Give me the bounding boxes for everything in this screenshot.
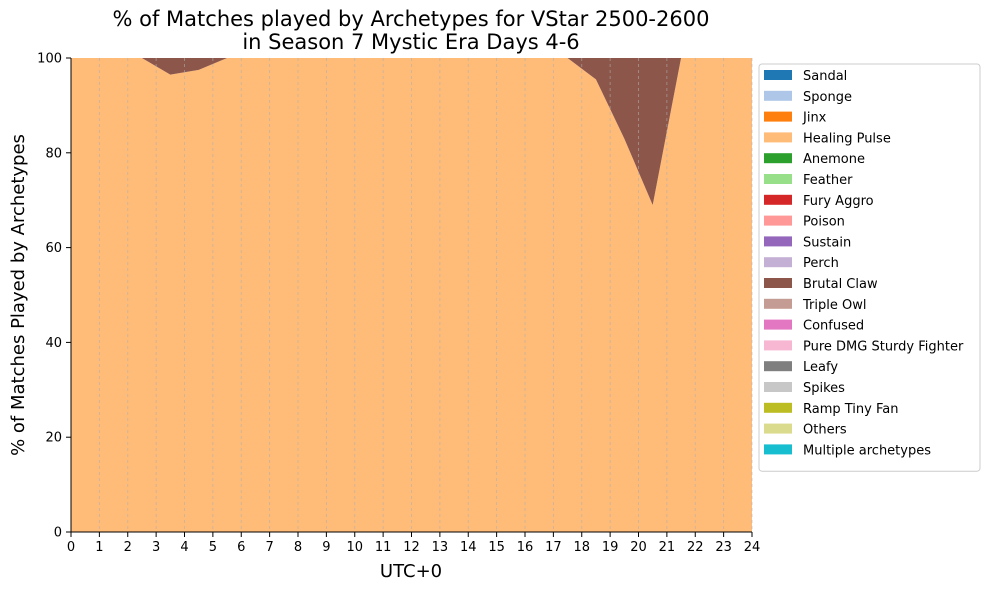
x-tick-label: 9 [322, 540, 330, 555]
legend-swatch-sustain [764, 236, 792, 247]
legend-label-leafy: Leafy [803, 360, 838, 375]
legend-label-sandal: Sandal [803, 69, 847, 84]
legend-swatch-ramp-tiny-fan [764, 402, 792, 413]
legend-label-ramp-tiny-fan: Ramp Tiny Fan [803, 402, 898, 417]
x-tick-label: 2 [124, 540, 132, 555]
legend-label-perch: Perch [803, 256, 839, 271]
legend-label-anemone: Anemone [803, 152, 865, 167]
legend-label-brutal-claw: Brutal Claw [803, 277, 878, 292]
x-tick-label: 23 [715, 540, 732, 555]
legend-swatch-brutal-claw [764, 278, 792, 288]
x-axis-title: UTC+0 [380, 561, 442, 582]
y-axis-title: % of Matches Played by Archetypes [8, 134, 29, 456]
legend-label-spikes: Spikes [803, 381, 845, 396]
legend-swatch-jinx [764, 111, 792, 122]
y-tick-label: 80 [45, 146, 62, 161]
y-tick-label: 0 [54, 526, 62, 541]
x-tick-label: 0 [67, 540, 75, 555]
vertical-grid [70, 58, 753, 532]
x-tick-label: 13 [432, 540, 449, 555]
legend-label-jinx: Jinx [802, 111, 827, 126]
legend-swatch-sponge [764, 90, 792, 101]
legend-label-pure-dmg-sturdy-fighter: Pure DMG Sturdy Fighter [803, 339, 964, 354]
x-tick-label: 19 [602, 540, 619, 555]
x-tick-label: 10 [346, 540, 363, 555]
x-tick-label: 16 [517, 540, 534, 555]
legend-swatch-others [764, 423, 792, 434]
legend: Sandal Sponge Jinx Healing Pulse Anemone Feat… [758, 63, 981, 472]
legend-swatch-poison [764, 215, 792, 226]
legend-swatch-feather [764, 174, 792, 184]
x-tick-label: 20 [630, 540, 647, 555]
legend-swatch-confused [764, 319, 792, 330]
x-tick-label: 7 [265, 540, 273, 555]
legend-label-feather: Feather [803, 173, 853, 188]
legend-swatch-perch [764, 257, 792, 268]
legend-swatch-anemone [764, 153, 792, 164]
x-tick-label: 22 [687, 540, 704, 555]
legend-label-multiple-archetypes: Multiple archetypes [803, 443, 931, 458]
legend-swatch-triple-owl [764, 298, 792, 309]
legend-swatch-sandal [764, 70, 792, 80]
x-tick-label: 21 [659, 540, 676, 555]
legend-label-poison: Poison [803, 215, 845, 230]
legend-swatch-leafy [764, 361, 792, 372]
x-tick-label: 11 [375, 540, 392, 555]
x-tick-group: 0 1 2 3 4 5 6 7 8 9 10 11 12 13 14 15 16 17 18 19 20 21 22 23 24 [67, 532, 760, 555]
x-tick-label: 24 [744, 540, 761, 555]
x-tick-label: 14 [460, 540, 477, 555]
x-tick-label: 8 [294, 540, 302, 555]
x-tick-label: 6 [237, 540, 245, 555]
y-tick-label: 60 [45, 241, 62, 256]
x-tick-label: 15 [488, 540, 505, 555]
x-tick-label: 17 [545, 540, 562, 555]
x-tick-label: 18 [573, 540, 590, 555]
x-tick-label: 3 [152, 540, 160, 555]
legend-swatch-healing-pulse [764, 132, 792, 143]
y-tick-label: 20 [45, 431, 62, 446]
chart-subtitle: in Season 7 Mystic Era Days 4-6 [242, 30, 579, 54]
x-tick-label: 12 [403, 540, 420, 555]
legend-label-others: Others [803, 423, 847, 438]
legend-swatch-pure-dmg-sturdy-fighter [764, 340, 792, 351]
chart-title: % of Matches played by Archetypes for VS… [113, 7, 710, 31]
y-tick-label: 40 [45, 336, 62, 351]
x-tick-label: 1 [95, 540, 103, 555]
y-tick-group: 0 20 40 60 80 100 [37, 52, 71, 541]
legend-swatch-multiple-archetypes [764, 444, 792, 455]
legend-swatch-fury-aggro [764, 194, 792, 205]
legend-label-confused: Confused [803, 319, 864, 334]
x-tick-label: 5 [209, 540, 217, 555]
legend-label-healing-pulse: Healing Pulse [803, 131, 891, 146]
legend-label-fury-aggro: Fury Aggro [803, 194, 874, 209]
legend-swatch-spikes [764, 382, 792, 392]
legend-frame [758, 63, 981, 472]
legend-label-sustain: Sustain [803, 235, 851, 250]
legend-label-sponge: Sponge [803, 90, 852, 105]
y-tick-label: 100 [37, 52, 62, 67]
x-tick-label: 4 [180, 540, 188, 555]
legend-label-triple-owl: Triple Owl [802, 298, 866, 313]
